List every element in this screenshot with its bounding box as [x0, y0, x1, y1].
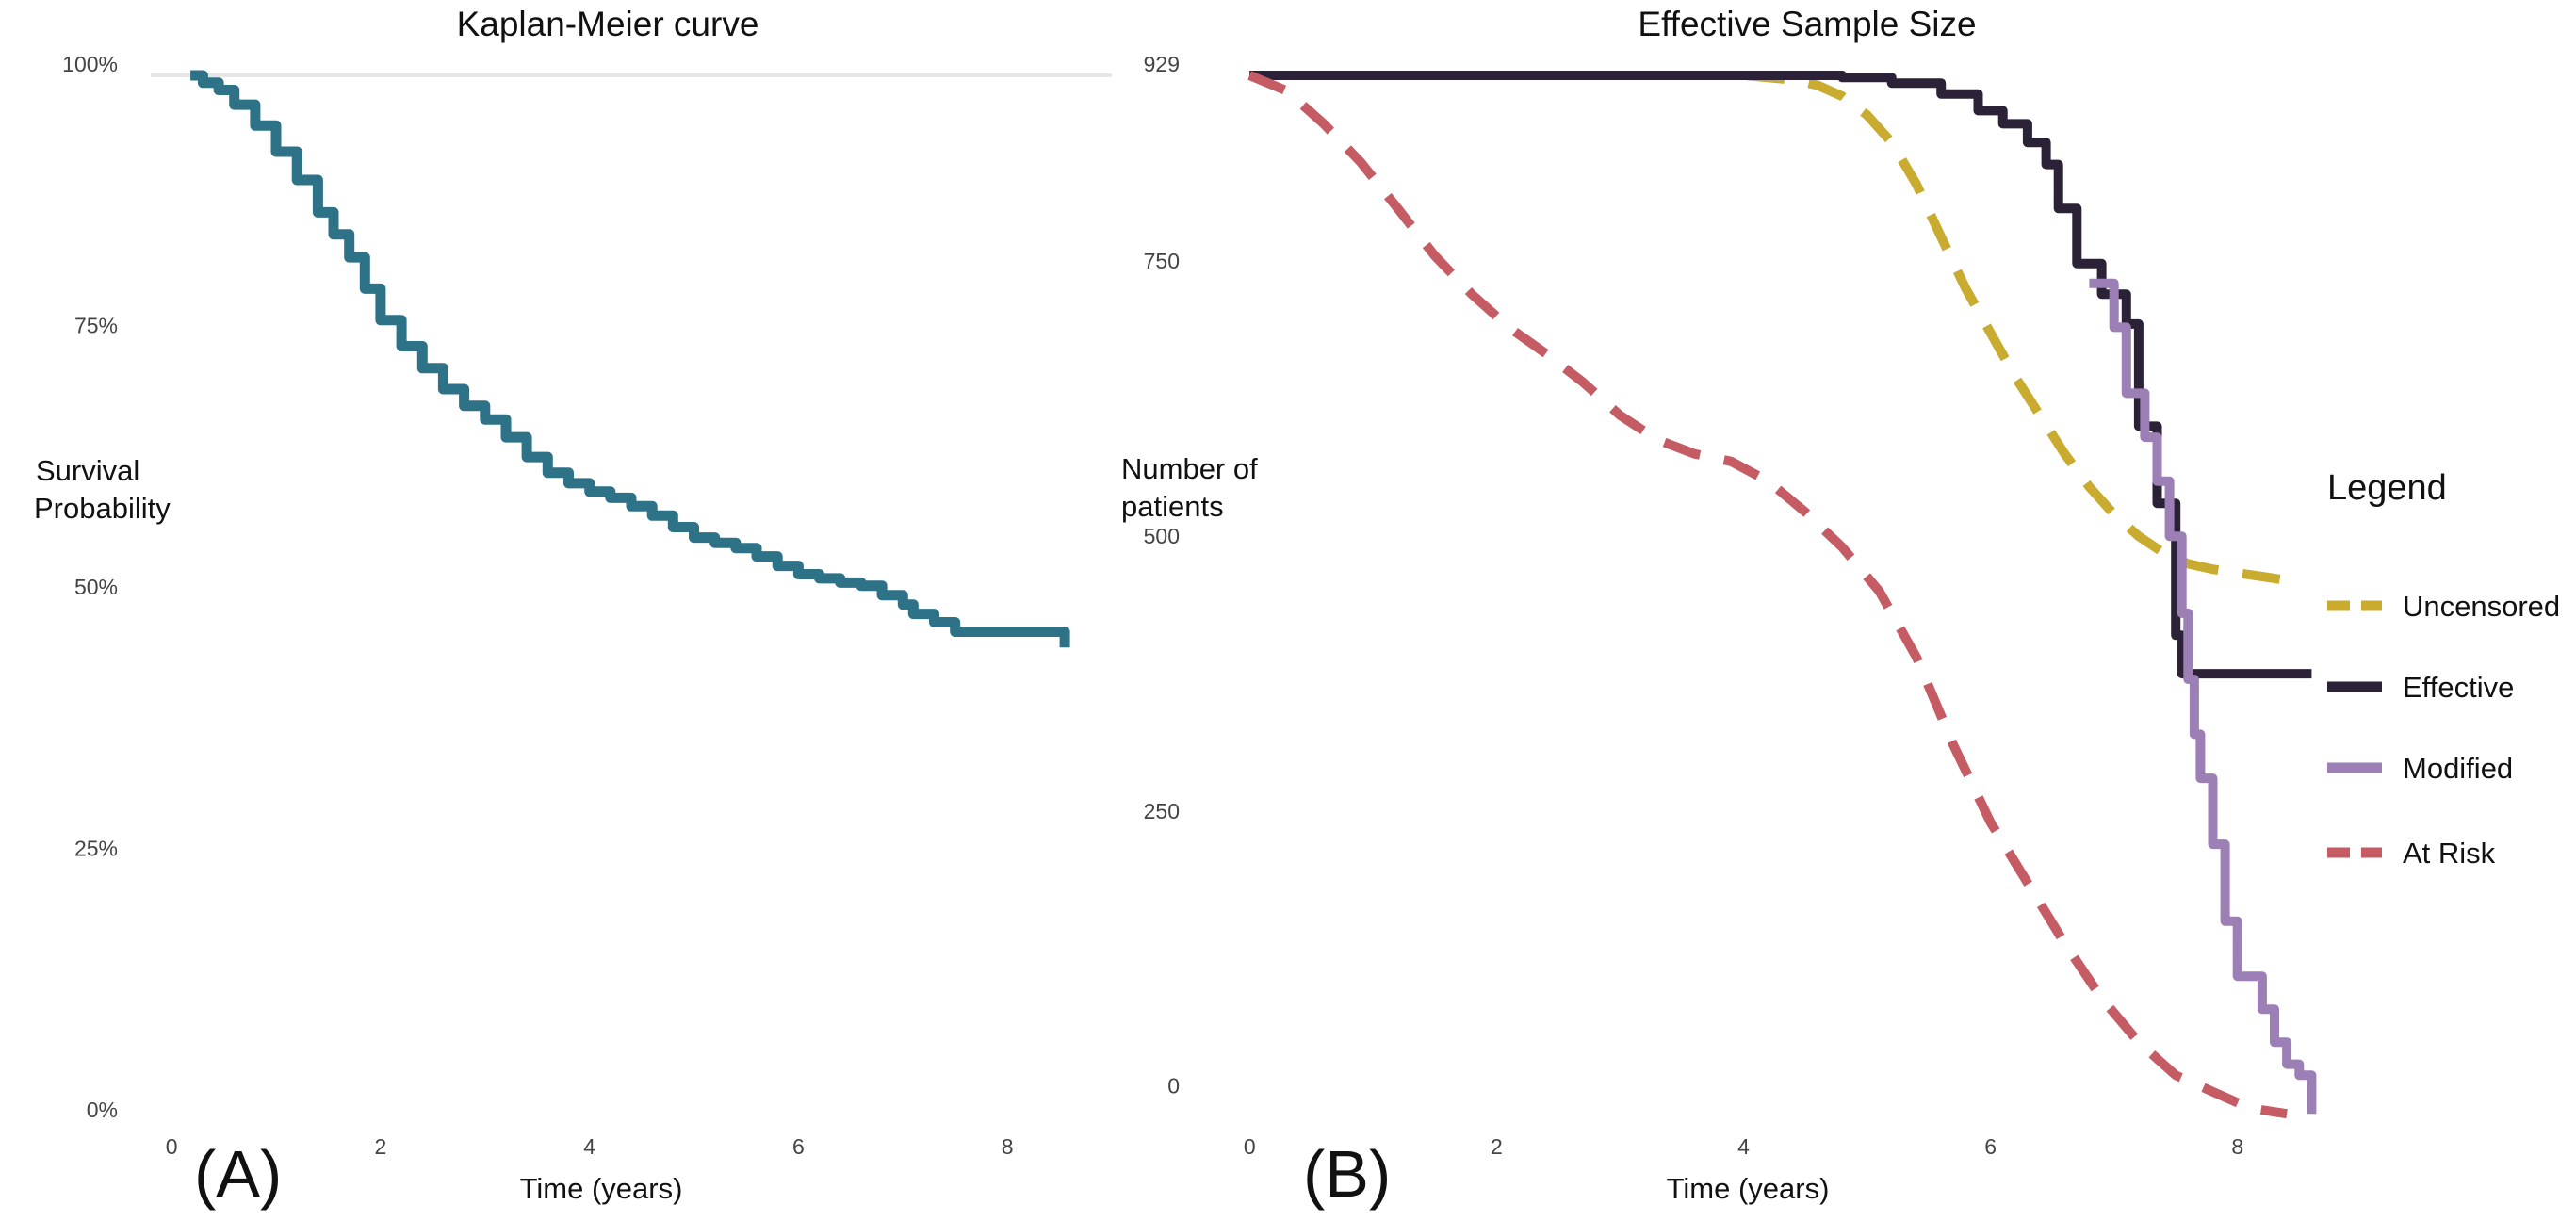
panel-a-y-tick-label: 25%	[74, 837, 118, 861]
legend-title: Legend	[2327, 468, 2447, 508]
panel-a-title: Kaplan-Meier curve	[457, 5, 759, 43]
panel-a-x-axis-title: Time (years)	[520, 1172, 683, 1205]
panel-b-x-tick-label: 6	[1984, 1134, 1997, 1159]
panel-a-kaplan-meier: Kaplan-Meier curve 0% 25% 50% 75% 100% 0 2 4 6 8…	[34, 5, 1112, 1211]
panel-a-x-tick-labels: 0 2 4 6 8	[166, 1134, 1014, 1159]
panel-a-label: (A)	[194, 1137, 282, 1211]
panel-b-y-tick-label: 929	[1144, 52, 1180, 76]
panel-a-x-tick-label: 4	[583, 1134, 595, 1159]
panel-b-x-tick-label: 4	[1737, 1134, 1750, 1159]
panel-b-y-tick-label: 250	[1144, 799, 1180, 823]
panel-b-x-axis-title: Time (years)	[1667, 1172, 1830, 1205]
panel-b-series-line-modified	[2089, 278, 2317, 1115]
panel-b-y-tick-labels: 0 250 500 750 929	[1144, 52, 1180, 1099]
panel-a-y-axis-title-line-2: Probability	[34, 492, 171, 525]
panel-b-y-tick-label: 500	[1144, 524, 1180, 548]
legend-label-at-risk: At Risk	[2403, 837, 2496, 870]
panel-b-x-tick-label: 8	[2231, 1134, 2243, 1159]
panel-a-y-tick-label: 50%	[74, 575, 118, 599]
panel-b-y-axis-title-line-2: patients	[1121, 490, 1224, 523]
panel-a-y-tick-labels: 0% 25% 50% 75% 100%	[62, 52, 118, 1122]
panel-a-y-tick-label: 75%	[74, 314, 118, 338]
legend-label-effective: Effective	[2403, 671, 2514, 704]
panel-b-x-tick-label: 0	[1244, 1134, 1256, 1159]
panel-b-title: Effective Sample Size	[1638, 5, 1976, 43]
panel-a-x-tick-label: 6	[792, 1134, 805, 1159]
panel-a-x-tick-label: 2	[375, 1134, 387, 1159]
panel-b-x-tick-labels: 0 2 4 6 8	[1244, 1134, 2243, 1159]
panel-a-x-tick-label: 0	[166, 1134, 178, 1159]
legend-label-uncensored: Uncensored	[2403, 590, 2560, 623]
panel-b-y-tick-label: 0	[1167, 1074, 1180, 1099]
panel-a-x-tick-label: 8	[1002, 1134, 1014, 1159]
panel-a-series	[190, 70, 1070, 648]
panel-b-series-line-effective	[1249, 71, 2312, 679]
panel-b-y-tick-label: 750	[1144, 249, 1180, 273]
panel-a-y-tick-label: 100%	[62, 52, 118, 76]
panel-b-x-tick-label: 2	[1491, 1134, 1503, 1159]
panel-a-y-tick-label: 0%	[87, 1098, 118, 1122]
panel-b-effective-sample-size: Effective Sample Size 0 250 500 750 929 0 2 4 6…	[1121, 5, 2317, 1211]
panel-b-series	[1247, 71, 2317, 1119]
panel-b-series-line-at-risk	[1247, 71, 2288, 1119]
legend: Legend Uncensored Effective Modified At Ris…	[2327, 468, 2560, 870]
panel-a-series-line-0	[190, 70, 1070, 648]
panel-a-y-axis-title-line-1: Survival	[36, 454, 139, 487]
panel-b-y-axis-title-line-1: Number of	[1121, 452, 1258, 485]
panel-b-series-line-uncensored	[1249, 71, 2288, 585]
legend-label-modified: Modified	[2403, 752, 2513, 785]
legend-items: Uncensored Effective Modified At Risk	[2327, 590, 2560, 870]
panel-b-label: (B)	[1303, 1137, 1391, 1211]
